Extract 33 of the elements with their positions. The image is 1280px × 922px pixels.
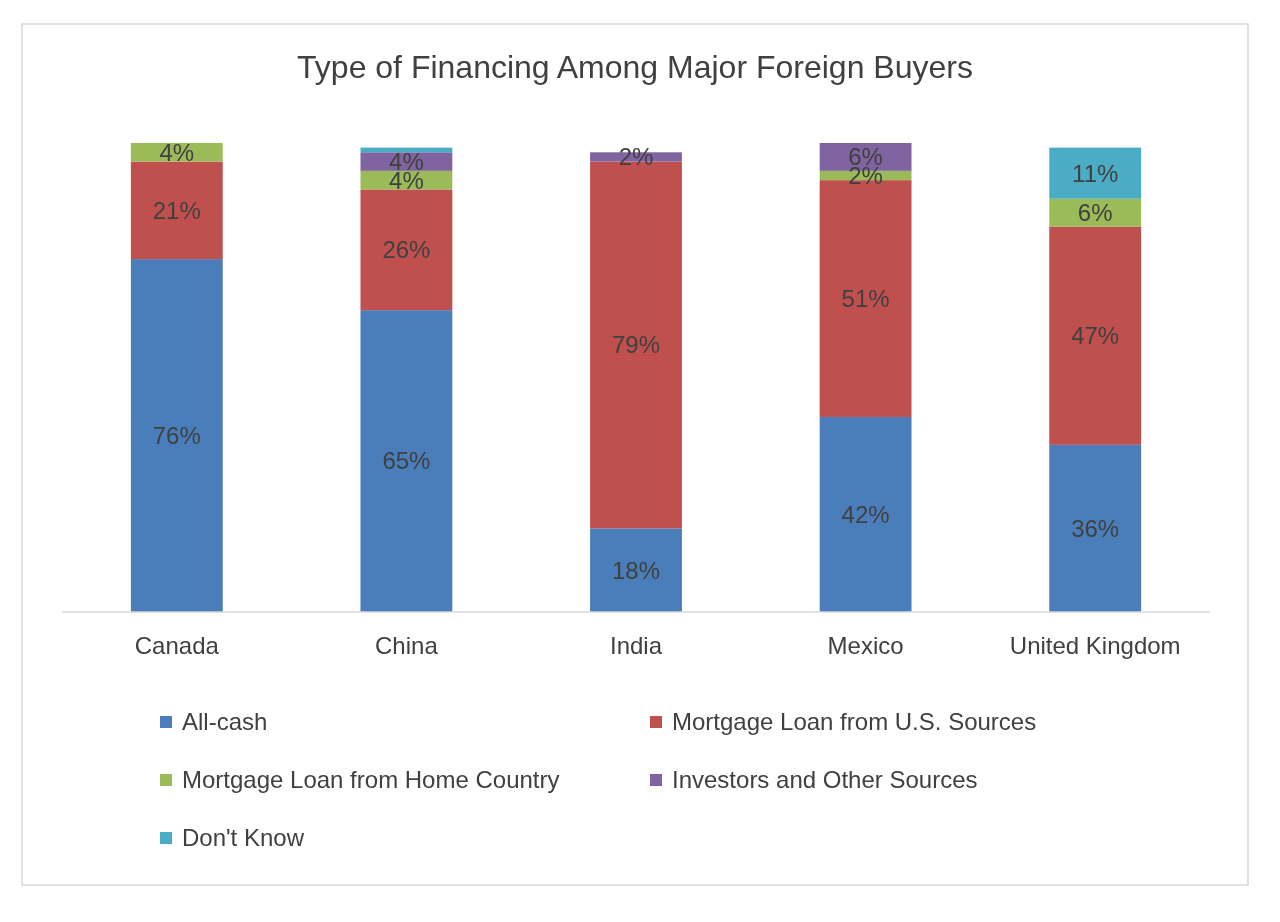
- data-label: 6%: [1077, 199, 1113, 227]
- x-tick-label: India: [609, 632, 663, 659]
- legend-label: Mortgage Loan from U.S. Sources: [672, 708, 1037, 736]
- bar: [360, 189, 453, 311]
- data-label: 76%: [152, 421, 201, 449]
- data-label: 51%: [841, 284, 890, 312]
- data-label: 21%: [152, 196, 201, 224]
- data-label: 36%: [1071, 514, 1120, 542]
- legend-label: All-cash: [182, 708, 268, 736]
- data-label: 79%: [611, 331, 661, 359]
- bar: [1049, 226, 1142, 445]
- data-label: 4%: [159, 138, 195, 166]
- bar: [1049, 444, 1142, 612]
- x-tick-label: Mexico: [827, 632, 904, 659]
- data-label: 11%: [1072, 159, 1119, 187]
- data-label: 65%: [382, 447, 431, 475]
- x-tick-label: United Kingdom: [1009, 632, 1181, 659]
- bar: [130, 161, 223, 260]
- bar: [819, 416, 912, 612]
- data-label: 42%: [841, 500, 890, 528]
- data-label: 47%: [1071, 322, 1120, 350]
- x-tick-label: Canada: [134, 632, 220, 659]
- data-label: 18%: [611, 556, 661, 584]
- legend-label: Don't Know: [182, 824, 305, 852]
- legend-label: Mortgage Loan from Home Country: [182, 766, 560, 794]
- chart-title: Type of Financing Among Major Foreign Buyers: [297, 49, 973, 85]
- bar: [1049, 147, 1142, 199]
- bar: [360, 310, 453, 612]
- data-label: 26%: [382, 236, 431, 264]
- bar: [130, 259, 223, 612]
- legend-label: Investors and Other Sources: [672, 766, 978, 794]
- x-tick-label: China: [375, 632, 439, 659]
- bar: [590, 528, 682, 612]
